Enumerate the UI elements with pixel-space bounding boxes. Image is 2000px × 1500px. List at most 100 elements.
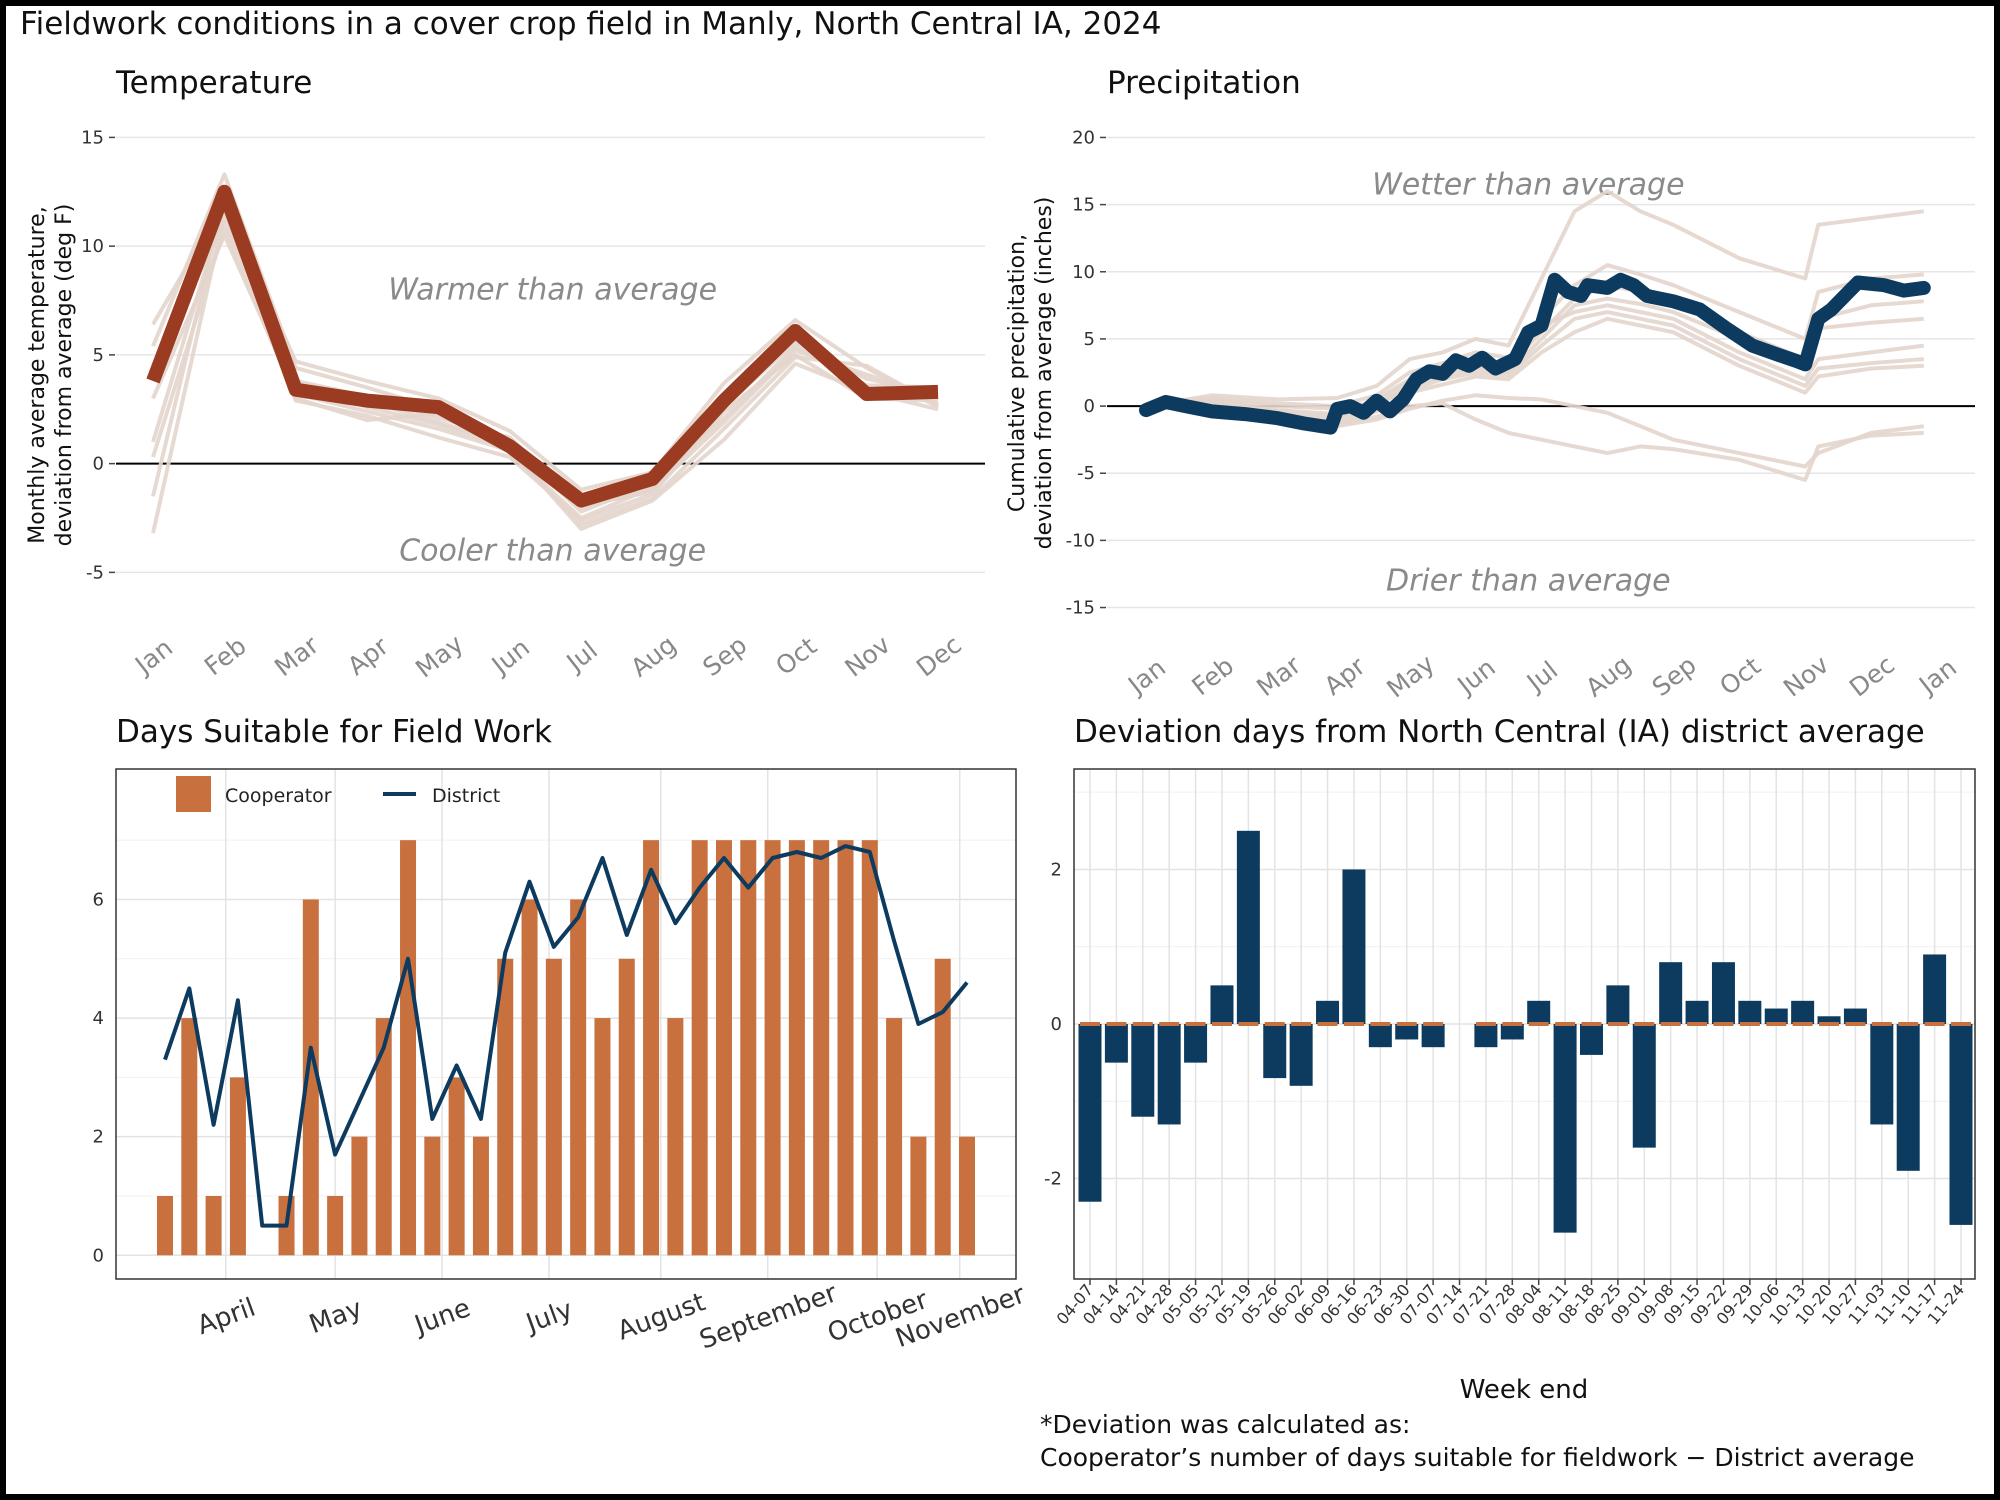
deviation-bar (1104, 1024, 1128, 1063)
temperature-x-tick-label: Feb (199, 631, 252, 681)
days-x-tick-label: September (696, 1278, 842, 1355)
cooperator-bar (181, 1018, 198, 1256)
precipitation-x-tick-label: Oct (1714, 651, 1766, 701)
cooperator-bar (157, 1195, 173, 1256)
cooperator-bar (327, 1195, 344, 1256)
cooperator-bar (205, 1195, 222, 1256)
precipitation-x-tick-label: Mar (1251, 650, 1307, 702)
deviation-bar (1263, 1024, 1287, 1079)
days-y-tick-label: 2 (93, 1127, 104, 1148)
precipitation-y-tick-label: 15 (1072, 195, 1095, 216)
precipitation-annotation: Drier than average (1386, 564, 1671, 599)
deviation-bar (1474, 1024, 1498, 1048)
temperature-x-tick-label: Nov (839, 630, 895, 683)
days-y-tick-label: 0 (93, 1245, 104, 1266)
cooperator-bar (229, 1077, 246, 1256)
temperature-y-axis-label-line: deviation from average (deg F) (52, 204, 77, 547)
days-x-tick-label: June (409, 1293, 474, 1341)
precipitation-main-line (1139, 272, 1931, 435)
deviation-bar (1553, 1024, 1577, 1233)
days-x-tick-label: April (193, 1293, 259, 1342)
deviation-bar (1236, 830, 1260, 1024)
deviation-panel-title: Deviation days from North Central (IA) d… (1074, 714, 1925, 750)
deviation-bar (1843, 1008, 1867, 1024)
cooperator-bar (497, 958, 514, 1256)
cooperator-bar (740, 840, 757, 1256)
days-y-tick-label: 4 (93, 1008, 104, 1029)
deviation-bar (1157, 1024, 1181, 1125)
cooperator-bar (715, 840, 732, 1256)
temperature-y-tick-label: 10 (81, 236, 104, 257)
deviation-bar (1632, 1024, 1656, 1148)
cooperator-bar (448, 1077, 465, 1256)
precipitation-x-tick-label: Jan (1121, 653, 1171, 701)
deviation-bar (1342, 869, 1366, 1024)
deviation-bar (1791, 1000, 1815, 1024)
precipitation-x-tick-label: Nov (1778, 650, 1834, 703)
deviation-bar (1659, 962, 1683, 1024)
cooperator-bar (302, 899, 319, 1256)
deviation-panel-border (1073, 768, 1976, 1280)
legend-cooperator-label: Cooperator (225, 785, 332, 807)
deviation-bar (1078, 1024, 1102, 1202)
cooperator-bar (594, 1018, 611, 1256)
cooperator-bar (400, 840, 417, 1256)
deviation-bar (1316, 1000, 1340, 1024)
deviation-bar (1870, 1024, 1894, 1125)
cooperator-bar (764, 840, 781, 1256)
deviation-y-tick-label: 2 (1051, 859, 1062, 880)
cooperator-bar (837, 840, 854, 1256)
deviation-bar (1421, 1024, 1445, 1048)
temperature-main-line (146, 184, 939, 508)
deviation-bar (1579, 1024, 1603, 1055)
deviation-y-tick-label: -2 (1044, 1169, 1062, 1190)
deviation-bar (1368, 1024, 1392, 1048)
district-line (163, 844, 969, 1228)
cooperator-bar (910, 1136, 927, 1256)
temperature-y-tick-label: 5 (93, 345, 104, 366)
cooperator-bar (691, 840, 708, 1256)
precipitation-y-tick-label: -10 (1066, 530, 1095, 551)
days-panel-border (115, 768, 1017, 1280)
deviation-bar (1949, 1024, 1973, 1225)
legend-district-label: District (432, 785, 500, 807)
precipitation-y-axis-label-line: Cumulative precipitation, (1005, 234, 1030, 512)
days-x-tick-label: August (614, 1287, 710, 1346)
temperature-y-tick-label: -5 (86, 562, 104, 583)
deviation-bar (1527, 1000, 1551, 1024)
temperature-annotation: Cooler than average (399, 534, 706, 569)
cooperator-bar (959, 1136, 975, 1256)
precipitation-panel-title: Precipitation (1107, 65, 1301, 101)
precipitation-y-tick-label: 5 (1084, 329, 1095, 350)
precipitation-y-tick-label: 0 (1084, 396, 1095, 417)
cooperator-bar (375, 1018, 392, 1256)
cooperator-bar (886, 1018, 903, 1256)
temperature-x-tick-label: May (410, 629, 469, 684)
cooperator-bar (570, 899, 587, 1256)
precipitation-y-tick-label: 20 (1072, 127, 1095, 148)
cooperator-bar (934, 958, 951, 1256)
cooperator-bar (618, 958, 635, 1256)
cooperator-bar (813, 840, 830, 1256)
precipitation-x-tick-label: Jan (1912, 653, 1962, 701)
deviation-bar (1606, 985, 1630, 1024)
precipitation-x-tick-label: Jun (1451, 653, 1501, 701)
deviation-bar (1289, 1024, 1313, 1086)
precipitation-x-tick-label: Dec (1844, 650, 1900, 703)
legend-cooperator-swatch (176, 776, 211, 812)
deviation-bar (1738, 1000, 1762, 1024)
deviation-bar (1184, 1024, 1208, 1063)
footnote-line-1: *Deviation was calculated as: (1040, 1410, 1411, 1439)
deviation-bar (1210, 985, 1234, 1024)
footnote: *Deviation was calculated as: Cooperator… (1040, 1408, 1914, 1474)
precipitation-x-tick-label: Feb (1186, 651, 1239, 701)
cooperator-bar (545, 958, 562, 1256)
precipitation-y-axis-label: Cumulative precipitation,deviation from … (1005, 197, 1057, 550)
temperature-x-tick-label: Mar (269, 630, 325, 682)
deviation-bar (1711, 962, 1735, 1024)
cooperator-bar (861, 840, 878, 1256)
precipitation-x-tick-label: May (1381, 649, 1440, 704)
temperature-y-axis-label-line: Monthly average temperature, (25, 206, 50, 543)
precipitation-background-line (1145, 189, 1925, 409)
